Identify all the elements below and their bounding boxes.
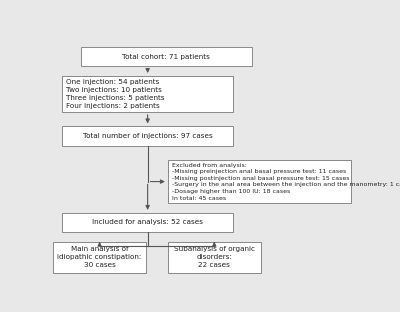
Text: Excluded from analysis:
-Missing preinjection anal basal pressure test: 11 cases: Excluded from analysis: -Missing preinje…	[172, 163, 400, 201]
Text: Main analysis of
idiopathic constipation:
30 cases: Main analysis of idiopathic constipation…	[58, 246, 142, 268]
FancyBboxPatch shape	[62, 126, 233, 145]
FancyBboxPatch shape	[62, 213, 233, 232]
FancyBboxPatch shape	[168, 241, 261, 273]
Text: Subanalysis of organic
disorders:
22 cases: Subanalysis of organic disorders: 22 cas…	[174, 246, 255, 268]
Text: Total cohort: 71 patients: Total cohort: 71 patients	[122, 54, 210, 60]
FancyBboxPatch shape	[81, 47, 252, 66]
FancyBboxPatch shape	[53, 241, 146, 273]
Text: Included for analysis: 52 cases: Included for analysis: 52 cases	[92, 219, 203, 226]
FancyBboxPatch shape	[168, 160, 351, 203]
Text: Total number of injections: 97 cases: Total number of injections: 97 cases	[83, 133, 212, 139]
FancyBboxPatch shape	[62, 76, 233, 112]
Text: One injection: 54 patients
Two injections: 10 patients
Three injections: 5 patie: One injection: 54 patients Two injection…	[66, 79, 165, 109]
